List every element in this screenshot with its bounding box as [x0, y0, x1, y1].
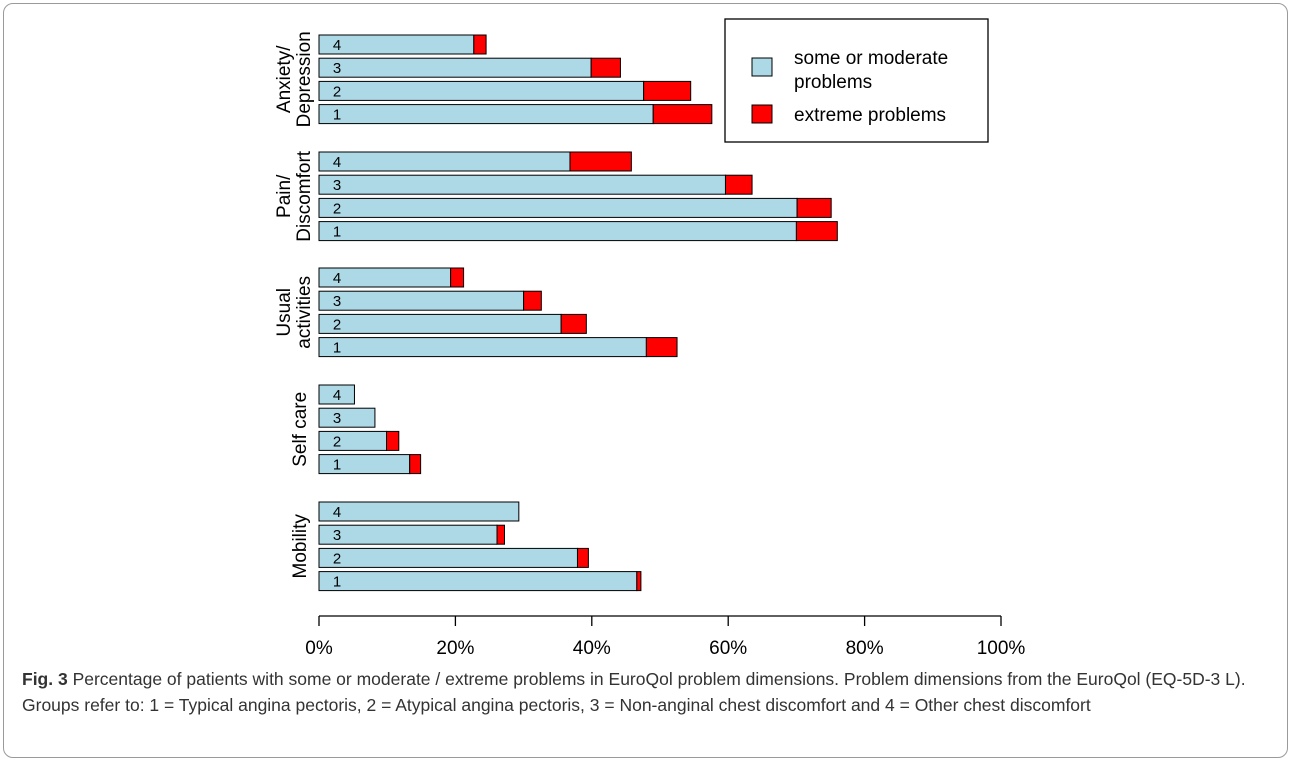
- bar-category-label: 1: [333, 224, 341, 241]
- bar-0-4-moderate: [318, 34, 475, 55]
- bar-category-label: 4: [333, 504, 341, 521]
- x-tick-label: 20%: [436, 638, 474, 659]
- bar-1-2-moderate: [318, 197, 798, 218]
- legend: some or moderate problems extreme proble…: [724, 18, 989, 143]
- bar-category-label: 3: [333, 293, 341, 310]
- bar-3-1-extreme: [409, 454, 422, 475]
- bar-0-4-extreme: [473, 34, 487, 55]
- bar-3-2-moderate: [318, 430, 388, 451]
- group-label-line: activities: [294, 276, 315, 349]
- x-tick-label: 0%: [305, 638, 333, 659]
- bar-4-4-moderate: [318, 501, 520, 522]
- bar-category-label: 2: [333, 316, 341, 333]
- bar-0-2-extreme: [643, 80, 692, 101]
- figure-frame: [3, 3, 1288, 758]
- bar-category-label: 3: [333, 177, 341, 194]
- bar-0-1-extreme: [652, 104, 713, 125]
- bar-1-3-extreme: [724, 174, 753, 195]
- bar-4-3-moderate: [318, 524, 498, 545]
- x-tick-label: 40%: [573, 638, 611, 659]
- group-label-line: Mobility: [290, 514, 311, 579]
- bar-1-1-moderate: [318, 221, 797, 242]
- bar-category-label: 2: [333, 550, 341, 567]
- bar-0-1-moderate: [318, 104, 654, 125]
- x-tick-label: 60%: [709, 638, 747, 659]
- bar-3-2-extreme: [386, 430, 400, 451]
- bar-2-2-moderate: [318, 313, 562, 334]
- bar-category-label: 1: [333, 457, 341, 474]
- bar-2-4-extreme: [450, 267, 465, 288]
- figure-caption: Fig. 3 Percentage of patients with some …: [22, 666, 1272, 718]
- group-label-line: Self care: [290, 392, 311, 467]
- bar-2-2-extreme: [560, 313, 587, 334]
- stacked-bar-chart: 4 3 2 1 Anxiety/Depression 4 3 2 1 Pain/Discomfor…: [274, 18, 1026, 659]
- figure-label: Fig. 3: [22, 669, 68, 689]
- bar-category-label: 4: [333, 387, 341, 404]
- bar-4-1-extreme: [636, 571, 642, 592]
- group-label-line: Anxiety/: [274, 45, 295, 113]
- bar-3-4-moderate: [318, 384, 355, 405]
- legend-swatch-moderate: [751, 57, 773, 77]
- bar-3-3-moderate: [318, 407, 376, 428]
- legend-swatch-extreme: [751, 104, 773, 124]
- bar-category-label: 4: [333, 37, 341, 54]
- bar-category-label: 3: [333, 60, 341, 77]
- bar-category-label: 4: [333, 270, 341, 287]
- bar-4-1-moderate: [318, 571, 638, 592]
- bar-1-4-moderate: [318, 151, 571, 172]
- x-tick-label: 80%: [846, 638, 884, 659]
- group-label-line: Pain/: [274, 174, 295, 218]
- bar-2-1-extreme: [645, 337, 678, 358]
- bar-1-2-extreme: [796, 197, 832, 218]
- legend-label-extreme: extreme problems: [794, 105, 946, 126]
- bar-1-4-extreme: [569, 151, 632, 172]
- x-tick-label: 100%: [977, 638, 1026, 659]
- bar-2-3-extreme: [523, 290, 542, 311]
- group-label-line: Usual: [274, 288, 295, 337]
- group-label-line: Discomfort: [294, 150, 315, 242]
- bar-4-2-moderate: [318, 547, 578, 568]
- bar-0-3-extreme: [590, 57, 621, 78]
- bar-category-label: 4: [333, 154, 341, 171]
- bar-0-3-moderate: [318, 57, 592, 78]
- bar-category-label: 2: [333, 83, 341, 100]
- figure-caption-text: Percentage of patients with some or mode…: [22, 669, 1246, 715]
- bar-category-label: 3: [333, 410, 341, 427]
- bar-0-2-moderate: [318, 80, 645, 101]
- bar-category-label: 1: [333, 574, 341, 591]
- bar-category-label: 2: [333, 433, 341, 450]
- bar-category-label: 3: [333, 527, 341, 544]
- bar-category-label: 1: [333, 107, 341, 124]
- bar-2-3-moderate: [318, 290, 525, 311]
- bar-4-2-extreme: [576, 547, 589, 568]
- bar-4-3-extreme: [496, 524, 506, 545]
- legend-label-moderate-line1: some or moderate: [794, 48, 948, 69]
- bar-category-label: 2: [333, 200, 341, 217]
- bar-category-label: 1: [333, 340, 341, 357]
- bar-1-3-moderate: [318, 174, 726, 195]
- bar-2-1-moderate: [318, 337, 647, 358]
- bar-1-1-extreme: [795, 221, 838, 242]
- group-label-line: Depression: [294, 31, 315, 127]
- legend-label-moderate-line2: problems: [794, 72, 872, 93]
